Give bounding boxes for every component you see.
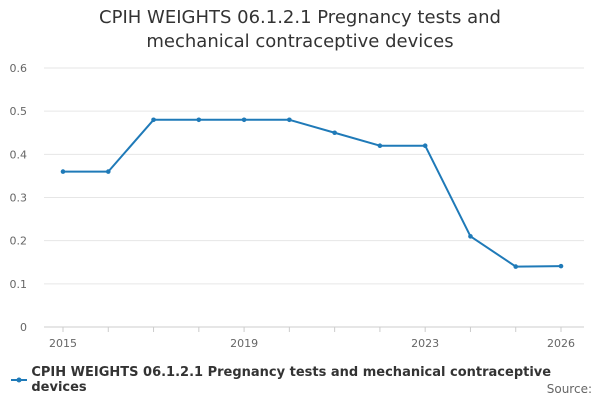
legend[interactable]: CPIH WEIGHTS 06.1.2.1 Pregnancy tests an…	[10, 365, 590, 395]
data-point[interactable]	[241, 117, 247, 123]
data-point[interactable]	[60, 169, 66, 174]
y-tick-label: 0.5	[10, 105, 28, 118]
x-tick-label: 2019	[230, 337, 258, 350]
data-point[interactable]	[422, 143, 428, 148]
source-label: Source:	[546, 382, 592, 396]
gridlines	[44, 67, 584, 285]
data-point[interactable]	[196, 117, 202, 123]
data-point[interactable]	[377, 143, 383, 148]
chart-title: CPIH WEIGHTS 06.1.2.1 Pregnancy tests an…	[99, 7, 501, 52]
axes	[44, 326, 584, 332]
y-tick-label: 0.4	[10, 148, 28, 161]
legend-swatch-icon	[11, 377, 27, 383]
data-point[interactable]	[468, 234, 473, 239]
data-point[interactable]	[287, 117, 292, 123]
data-point[interactable]	[513, 264, 519, 269]
series-layer	[60, 117, 564, 269]
data-point[interactable]	[558, 263, 564, 269]
series-line[interactable]	[63, 118, 562, 268]
y-tick-label: 0	[20, 321, 27, 334]
data-point[interactable]	[151, 117, 156, 123]
legend-label: CPIH WEIGHTS 06.1.2.1 Pregnancy tests an…	[31, 365, 552, 395]
y-tick-label: 0.6	[10, 62, 28, 75]
data-point[interactable]	[332, 130, 337, 136]
tick-labels: 0 0.1 0.2 0.3 0.4 0.5 0.6 2015 2019 2023 2026	[10, 62, 576, 350]
x-tick-label: 2015	[49, 337, 77, 350]
y-tick-label: 0.1	[10, 278, 28, 291]
data-point[interactable]	[105, 169, 111, 174]
x-tick-label: 2023	[411, 337, 439, 350]
y-tick-label: 0.2	[10, 235, 28, 248]
x-tick-label: 2026	[547, 337, 575, 350]
y-tick-label: 0.3	[10, 192, 28, 205]
